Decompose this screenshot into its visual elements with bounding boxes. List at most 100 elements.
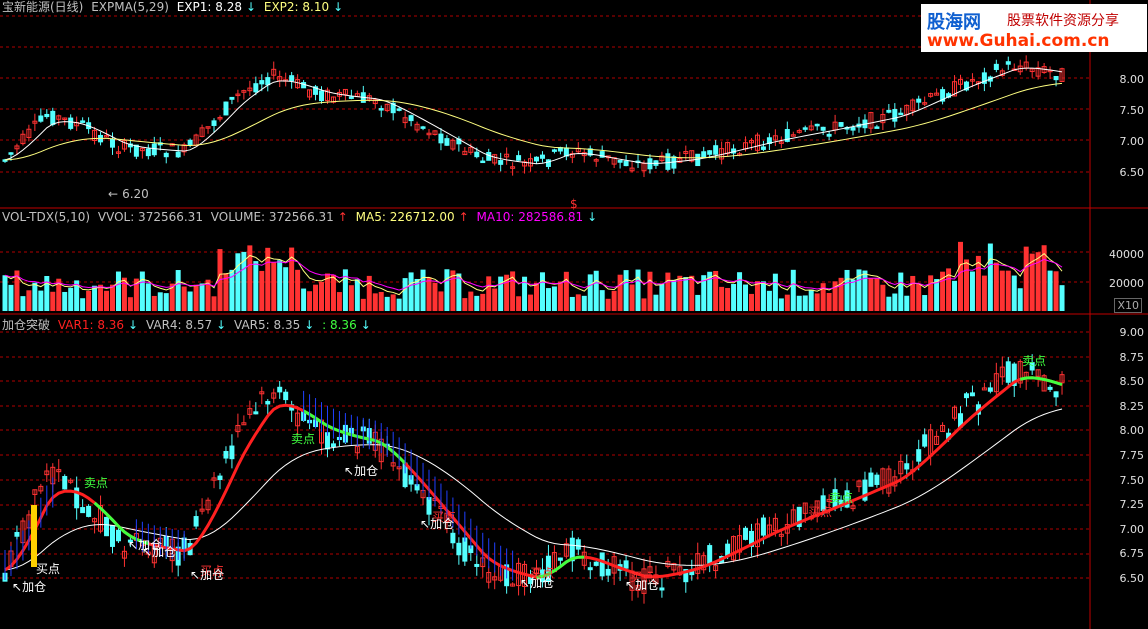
price-tick: 7.00	[1119, 135, 1145, 148]
candle-body	[187, 139, 193, 146]
candle-body	[414, 123, 420, 131]
candle-body	[808, 125, 814, 131]
volume-bar	[56, 278, 62, 311]
indicator-candle-body	[86, 505, 92, 517]
candle-body	[80, 120, 86, 123]
candle-body	[623, 160, 629, 167]
candle-body	[145, 148, 151, 157]
indicator-candle-body	[450, 532, 456, 544]
volume-bar	[731, 283, 737, 311]
indicator-candle-body	[121, 550, 127, 559]
volume-bar	[169, 283, 175, 311]
indicator-candle-body	[641, 568, 647, 594]
volume-bar	[307, 291, 313, 311]
volume-bar	[92, 285, 98, 311]
indicator-candle-body	[486, 572, 492, 583]
indicator-candle-body	[671, 563, 677, 571]
candle-body	[408, 115, 414, 122]
candle-body	[62, 117, 68, 120]
volume-bar	[969, 271, 975, 311]
indicator-candle-body	[731, 536, 737, 561]
candle-body	[1053, 75, 1059, 81]
add-position-text: 加仓	[430, 517, 455, 531]
watermark-logo[interactable]: 股海网 股票软件资源分享 www.Guhai.com.cn	[921, 4, 1147, 52]
indicator-candle-body	[104, 516, 110, 537]
volume-bar	[647, 271, 653, 311]
candle-body	[271, 68, 277, 76]
indicator-candle-body	[235, 424, 241, 433]
candle-body	[826, 133, 832, 137]
indicator-candle-body	[193, 516, 199, 527]
indicator-candle-body	[229, 445, 235, 460]
indicator-candle-body	[904, 463, 910, 470]
candle-body	[665, 153, 671, 170]
volume-bar	[1041, 245, 1047, 311]
indicator-candle-body	[1017, 361, 1023, 384]
candle-body	[963, 81, 969, 91]
candle-body	[760, 146, 766, 150]
var1-green-segment	[1019, 376, 1063, 387]
vvol-value: VVOL: 372566.31	[97, 210, 203, 224]
candle-body	[545, 159, 551, 167]
candle-body	[659, 155, 665, 162]
volume-bar	[928, 275, 934, 311]
var4-value: VAR4: 8.57	[145, 318, 213, 332]
volume-bar	[868, 277, 874, 311]
indicator-candle-body	[98, 505, 104, 532]
volume-bar	[181, 286, 187, 311]
candle-body	[725, 142, 731, 155]
indicator-candle-body	[826, 498, 832, 502]
indicator-candle-body	[330, 443, 336, 448]
volume-bar	[534, 282, 539, 311]
candle-body	[892, 109, 898, 122]
volume-bar	[68, 287, 74, 311]
indicator-candle-body	[701, 555, 707, 571]
add-position-label: ↖加仓	[344, 462, 378, 479]
volume-bar	[295, 269, 301, 311]
indicator-candle-body	[940, 424, 946, 433]
candle-body	[56, 115, 62, 120]
candle-body	[438, 133, 444, 144]
volume-bar	[324, 273, 330, 311]
candle-body	[868, 112, 874, 129]
indicator-candle-body	[593, 561, 599, 566]
indicator-candle-body	[127, 539, 133, 543]
candle-body	[199, 127, 205, 137]
volume-bar	[109, 284, 115, 311]
volume-bar	[2, 275, 8, 311]
add-position-label: ↖加仓	[520, 574, 554, 591]
indicator-candle-body	[820, 495, 826, 511]
indicator-candle-body	[115, 529, 121, 542]
volume-bar	[838, 277, 844, 311]
arrow-icon: ↖	[12, 580, 23, 594]
volume-bar	[539, 272, 545, 311]
volume-panel-header: VOL-TDX(5,10) VVOL: 372566.31 VOLUME: 37…	[2, 210, 601, 224]
volume-bar	[617, 274, 623, 311]
volume-bar	[104, 290, 110, 311]
indicator-candle-body	[217, 475, 223, 481]
indicator-candle-body	[981, 387, 987, 391]
indicator-candle-body	[534, 568, 539, 574]
candle-body	[301, 82, 307, 89]
candle-body	[372, 99, 378, 105]
volume-bar	[151, 295, 157, 311]
exp2-value: EXP2: 8.10	[263, 0, 330, 14]
candle-body	[38, 115, 44, 122]
volume-bar	[856, 269, 862, 311]
volume-bar	[336, 292, 342, 311]
indicator-candle-body	[390, 462, 396, 467]
volume-bar	[1047, 270, 1053, 311]
volume-bar	[426, 277, 432, 311]
indicator-candle-body	[922, 434, 928, 447]
volume-bar	[1023, 246, 1029, 311]
ma10-value: MA10: 282586.81	[476, 210, 584, 224]
candle-body	[928, 93, 934, 97]
indicator-candle-body	[80, 507, 86, 514]
candle-body	[432, 130, 438, 135]
volume-bar	[665, 272, 671, 311]
volume-bar	[611, 290, 617, 311]
volume-bar	[623, 270, 629, 311]
volume-bar	[713, 270, 719, 311]
indicator-candle-body	[259, 391, 265, 395]
